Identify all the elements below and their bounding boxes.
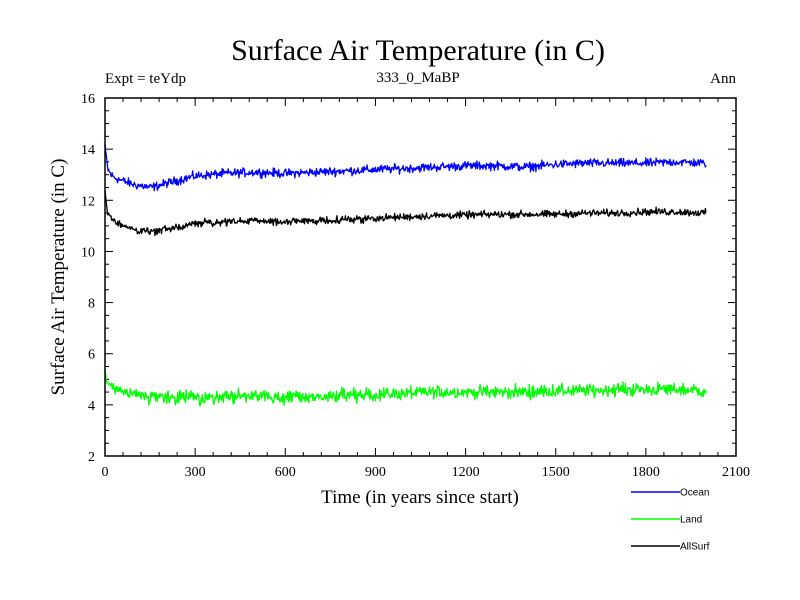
y-tick-label: 2 bbox=[88, 450, 95, 465]
y-tick-label: 4 bbox=[88, 399, 95, 414]
plot-frame bbox=[104, 97, 737, 457]
x-tick-label: 1800 bbox=[632, 465, 660, 480]
y-tick-label: 12 bbox=[81, 194, 95, 209]
x-tick-label: 1500 bbox=[542, 465, 570, 480]
experiment-label: Expt = teYdp bbox=[105, 71, 186, 87]
y-tick-label: 6 bbox=[88, 348, 95, 363]
x-tick-label: 1200 bbox=[452, 465, 480, 480]
y-axis-label: Surface Air Temperature (in C) bbox=[48, 159, 69, 396]
x-tick-label: 600 bbox=[275, 465, 296, 480]
legend-label-land: Land bbox=[680, 515, 702, 526]
legend-label-ocean: Ocean bbox=[680, 488, 709, 499]
legend-label-allsurf: AllSurf bbox=[680, 542, 710, 553]
series-line-land bbox=[104, 369, 707, 407]
y-tick-label: 10 bbox=[81, 245, 95, 260]
y-tick-label: 8 bbox=[88, 297, 95, 312]
x-tick-label: 0 bbox=[102, 465, 109, 480]
tick-labels: 0 300 600 900 1200 1500 1800 2100 2 4 6 8 10 12 14 16 bbox=[81, 92, 750, 480]
legend: Ocean Land AllSurf bbox=[631, 488, 710, 553]
x-axis-label: Time (in years since start) bbox=[321, 487, 519, 508]
series-line-ocean bbox=[104, 143, 707, 192]
x-tick-label: 900 bbox=[365, 465, 386, 480]
series-lines bbox=[104, 143, 707, 407]
season-label: Ann bbox=[710, 71, 736, 87]
x-tick-label: 300 bbox=[185, 465, 206, 480]
y-tick-label: 14 bbox=[81, 143, 95, 158]
chart-title: Surface Air Temperature (in C) bbox=[231, 34, 605, 67]
series-line-allsurf bbox=[104, 190, 707, 237]
period-label: 333_0_MaBP bbox=[376, 70, 459, 86]
x-tick-label: 2100 bbox=[722, 465, 750, 480]
y-tick-label: 16 bbox=[81, 92, 95, 107]
